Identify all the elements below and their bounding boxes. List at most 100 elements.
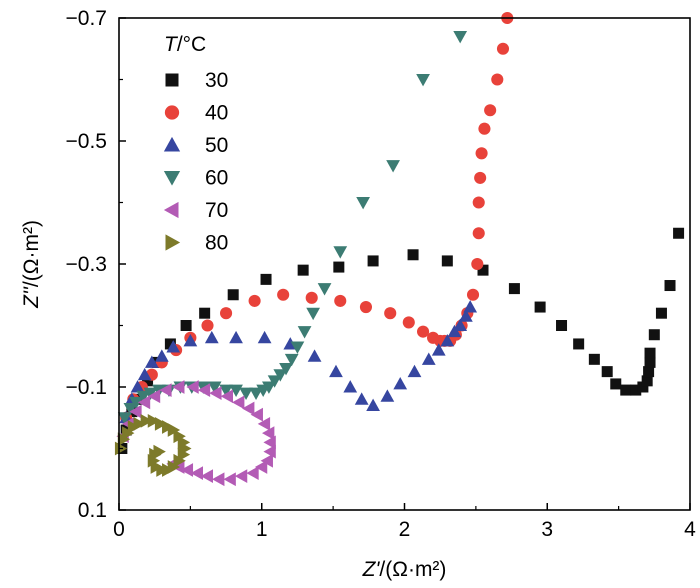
data-point (453, 318, 468, 331)
data-point (407, 364, 422, 378)
legend-marker (165, 234, 181, 251)
data-point (223, 472, 236, 487)
data-point (232, 395, 245, 410)
data-point (573, 338, 585, 350)
legend-marker (163, 171, 181, 186)
data-point (384, 307, 397, 320)
data-point (273, 369, 288, 382)
legend-label: 70 (205, 199, 228, 222)
data-point (556, 320, 568, 331)
data-point (306, 307, 321, 321)
data-point (297, 264, 309, 276)
data-point (136, 390, 151, 404)
data-point (199, 307, 211, 319)
data-point (147, 389, 161, 404)
data-point (190, 466, 204, 480)
legend-label: 30 (205, 69, 228, 92)
data-point (441, 255, 453, 267)
data-point (186, 380, 199, 394)
data-point (673, 227, 685, 239)
data-point (648, 329, 660, 341)
data-point (254, 460, 268, 474)
data-point (129, 396, 144, 410)
data-point (356, 197, 370, 210)
data-point (478, 122, 491, 135)
y-tick-label: −0.7 (66, 7, 107, 30)
data-point (305, 291, 318, 304)
data-point (140, 413, 153, 428)
x-tick-label: 0 (113, 518, 125, 541)
data-point (290, 341, 305, 354)
data-point (317, 283, 332, 296)
series-40 (120, 11, 514, 424)
data-point (246, 466, 259, 480)
data-point (416, 74, 430, 87)
data-point (354, 392, 369, 405)
data-point (180, 463, 194, 477)
x-tick-label: 1 (256, 518, 268, 541)
data-point (249, 387, 263, 401)
data-point (130, 380, 145, 393)
y-tick-label: −0.5 (66, 130, 107, 153)
series-50 (119, 300, 478, 424)
y-axis: 0.1 −0.1 −0.3 −0.5 −0.7 (66, 7, 126, 522)
legend-title: T/°C (164, 33, 206, 56)
x-axis-title: Z'/(Ω·m²) (362, 558, 447, 581)
data-point (123, 403, 138, 416)
data-point (173, 429, 186, 444)
x-tick-label: 2 (399, 518, 411, 541)
legend-entry-70: 70 (163, 199, 228, 222)
data-point (200, 469, 214, 484)
data-point (133, 417, 146, 431)
data-point (239, 387, 253, 401)
data-point (484, 104, 497, 117)
data-point (212, 472, 225, 487)
y-tick-label: −0.3 (66, 253, 107, 276)
legend-marker (165, 73, 179, 87)
data-point (242, 401, 255, 416)
data-point (333, 261, 345, 273)
data-point (207, 381, 222, 394)
data-point (220, 389, 233, 404)
data-point (209, 386, 222, 401)
data-point (496, 42, 510, 55)
legend-entry-40: 40 (164, 102, 228, 125)
data-point (431, 343, 446, 356)
legend: T/°C 30 40 50 60 70 80 (163, 33, 228, 255)
data-point (154, 417, 168, 431)
data-point (402, 316, 415, 329)
legend-marker (163, 136, 181, 152)
legend-label: 80 (205, 232, 228, 255)
legend-entry-60: 60 (163, 167, 228, 190)
data-point (142, 375, 154, 387)
y-tick-label: −0.1 (66, 376, 107, 399)
legend-entry-30: 30 (165, 69, 228, 92)
data-point (204, 330, 219, 344)
data-point (137, 367, 152, 381)
data-point (117, 432, 131, 447)
data-point (644, 347, 656, 359)
data-point (262, 426, 275, 440)
data-point (248, 294, 261, 307)
data-point (234, 469, 248, 484)
data-point (471, 257, 484, 271)
data-point (279, 363, 293, 376)
data-point (641, 375, 653, 387)
data-point (459, 309, 473, 322)
data-point (229, 330, 243, 344)
legend-label: 50 (205, 134, 228, 157)
data-point (183, 334, 198, 347)
y-axis-title: Z''/(Ω·m²) (20, 220, 43, 309)
data-point (297, 326, 312, 339)
plot-area (114, 11, 685, 487)
data-point (643, 366, 655, 378)
data-point (166, 340, 181, 353)
data-point (367, 255, 379, 267)
data-point (620, 384, 632, 396)
data-point (257, 417, 271, 431)
data-point (472, 227, 485, 240)
data-point (472, 196, 485, 209)
data-point (440, 334, 455, 347)
data-point (474, 171, 487, 184)
data-point (220, 307, 233, 320)
